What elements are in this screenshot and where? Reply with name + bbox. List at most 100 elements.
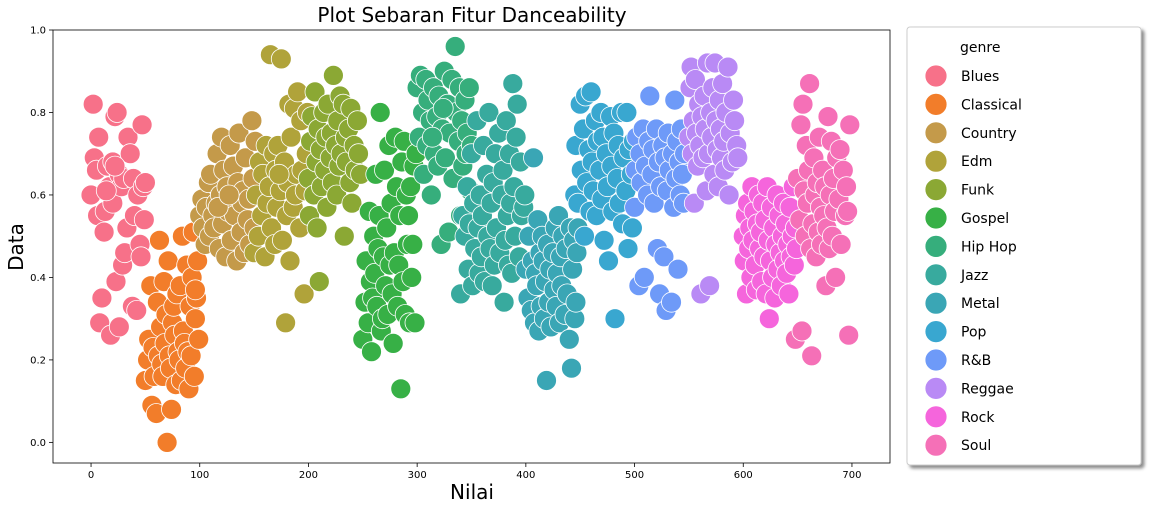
legend-items: Blues Classical Country Edm Funk Gospel Hip Ho… xyxy=(924,64,1022,457)
data-point xyxy=(183,365,205,387)
data-point xyxy=(622,217,643,239)
series-gospel xyxy=(352,102,427,400)
data-point xyxy=(130,246,152,268)
data-point xyxy=(91,287,113,309)
data-point xyxy=(514,184,536,206)
data-point xyxy=(723,89,744,111)
data-point xyxy=(653,246,675,268)
data-point xyxy=(374,159,395,181)
data-point xyxy=(718,184,740,206)
y-tick-label: 0.0 xyxy=(30,438,46,449)
legend: genre Blues Classical Country Edm Funk Gospel… xyxy=(906,26,1142,466)
legend-item: Blues xyxy=(924,64,999,88)
legend-item: Edm xyxy=(924,149,992,173)
legend-item: Funk xyxy=(924,178,995,202)
data-point xyxy=(149,229,170,251)
data-point xyxy=(758,308,780,330)
data-point xyxy=(400,176,422,198)
legend-label: Reggae xyxy=(961,381,1014,397)
series-soul xyxy=(785,73,861,367)
legend-label: Jazz xyxy=(960,268,988,284)
data-point xyxy=(341,192,363,214)
legend-item: Soul xyxy=(924,433,991,457)
legend-label: Funk xyxy=(961,183,995,199)
data-point xyxy=(481,275,503,297)
data-point xyxy=(241,110,263,132)
legend-marker xyxy=(924,320,948,344)
chart-title: Plot Sebaran Fitur Danceability xyxy=(317,3,626,27)
series-classical xyxy=(134,221,210,453)
data-point xyxy=(699,275,720,297)
data-point xyxy=(134,172,156,194)
data-point xyxy=(558,328,580,350)
legend-marker xyxy=(924,348,948,372)
legend-item: Metal xyxy=(924,291,1000,315)
data-point xyxy=(616,102,638,123)
data-point xyxy=(617,238,639,260)
data-point xyxy=(506,93,528,115)
legend-item: Classical xyxy=(924,93,1022,116)
y-axis: 0.0 0.2 0.4 0.6 0.8 1.0 xyxy=(30,26,53,449)
data-point xyxy=(593,229,615,251)
data-point xyxy=(95,180,117,202)
data-point xyxy=(420,184,442,206)
data-point xyxy=(93,221,115,243)
series-edm xyxy=(243,44,318,334)
data-point xyxy=(444,36,466,57)
data-point xyxy=(119,143,141,165)
data-point xyxy=(727,147,749,169)
data-point xyxy=(390,378,412,400)
data-point xyxy=(478,102,500,123)
legend-marker xyxy=(924,433,948,457)
data-point xyxy=(574,225,595,247)
data-point xyxy=(830,233,852,255)
y-tick-label: 0.8 xyxy=(30,108,46,119)
x-tick-label: 300 xyxy=(408,470,427,481)
data-point xyxy=(108,316,130,338)
legend-marker xyxy=(924,291,948,315)
data-point xyxy=(218,184,240,206)
data-point xyxy=(778,283,800,305)
data-point xyxy=(685,69,706,90)
y-tick-label: 0.2 xyxy=(30,355,46,366)
data-point xyxy=(184,308,206,330)
data-point xyxy=(348,143,369,165)
data-point xyxy=(837,200,858,222)
data-point xyxy=(82,93,104,115)
data-point xyxy=(88,126,110,148)
data-point xyxy=(308,271,330,293)
data-point xyxy=(106,102,128,123)
legend-label: Gospel xyxy=(961,211,1009,227)
data-point xyxy=(346,110,368,132)
data-point xyxy=(161,398,182,420)
data-point xyxy=(369,102,391,123)
legend-item: Hip Hop xyxy=(924,234,1017,258)
data-point xyxy=(421,126,443,148)
data-point xyxy=(790,114,812,136)
legend-marker xyxy=(924,178,948,202)
legend-marker xyxy=(924,121,948,145)
data-point xyxy=(639,85,661,107)
data-point xyxy=(792,93,814,115)
legend-label: Pop xyxy=(961,325,987,341)
data-point xyxy=(724,110,745,132)
x-tick-label: 600 xyxy=(734,470,753,481)
legend-marker xyxy=(924,64,948,88)
data-point xyxy=(361,341,382,363)
data-point xyxy=(398,205,419,227)
data-point xyxy=(306,217,328,239)
x-axis: 0 100 200 300 400 500 600 700 xyxy=(88,463,862,481)
data-point xyxy=(839,114,861,136)
data-point xyxy=(664,89,686,111)
data-point xyxy=(401,266,423,288)
legend-marker xyxy=(924,234,948,258)
data-point xyxy=(184,279,206,301)
data-point xyxy=(376,217,398,239)
data-point xyxy=(104,155,126,177)
data-point xyxy=(432,98,454,119)
series-jazz xyxy=(450,73,536,313)
data-point xyxy=(565,291,587,313)
data-point xyxy=(268,163,290,185)
x-tick-label: 200 xyxy=(299,470,318,481)
